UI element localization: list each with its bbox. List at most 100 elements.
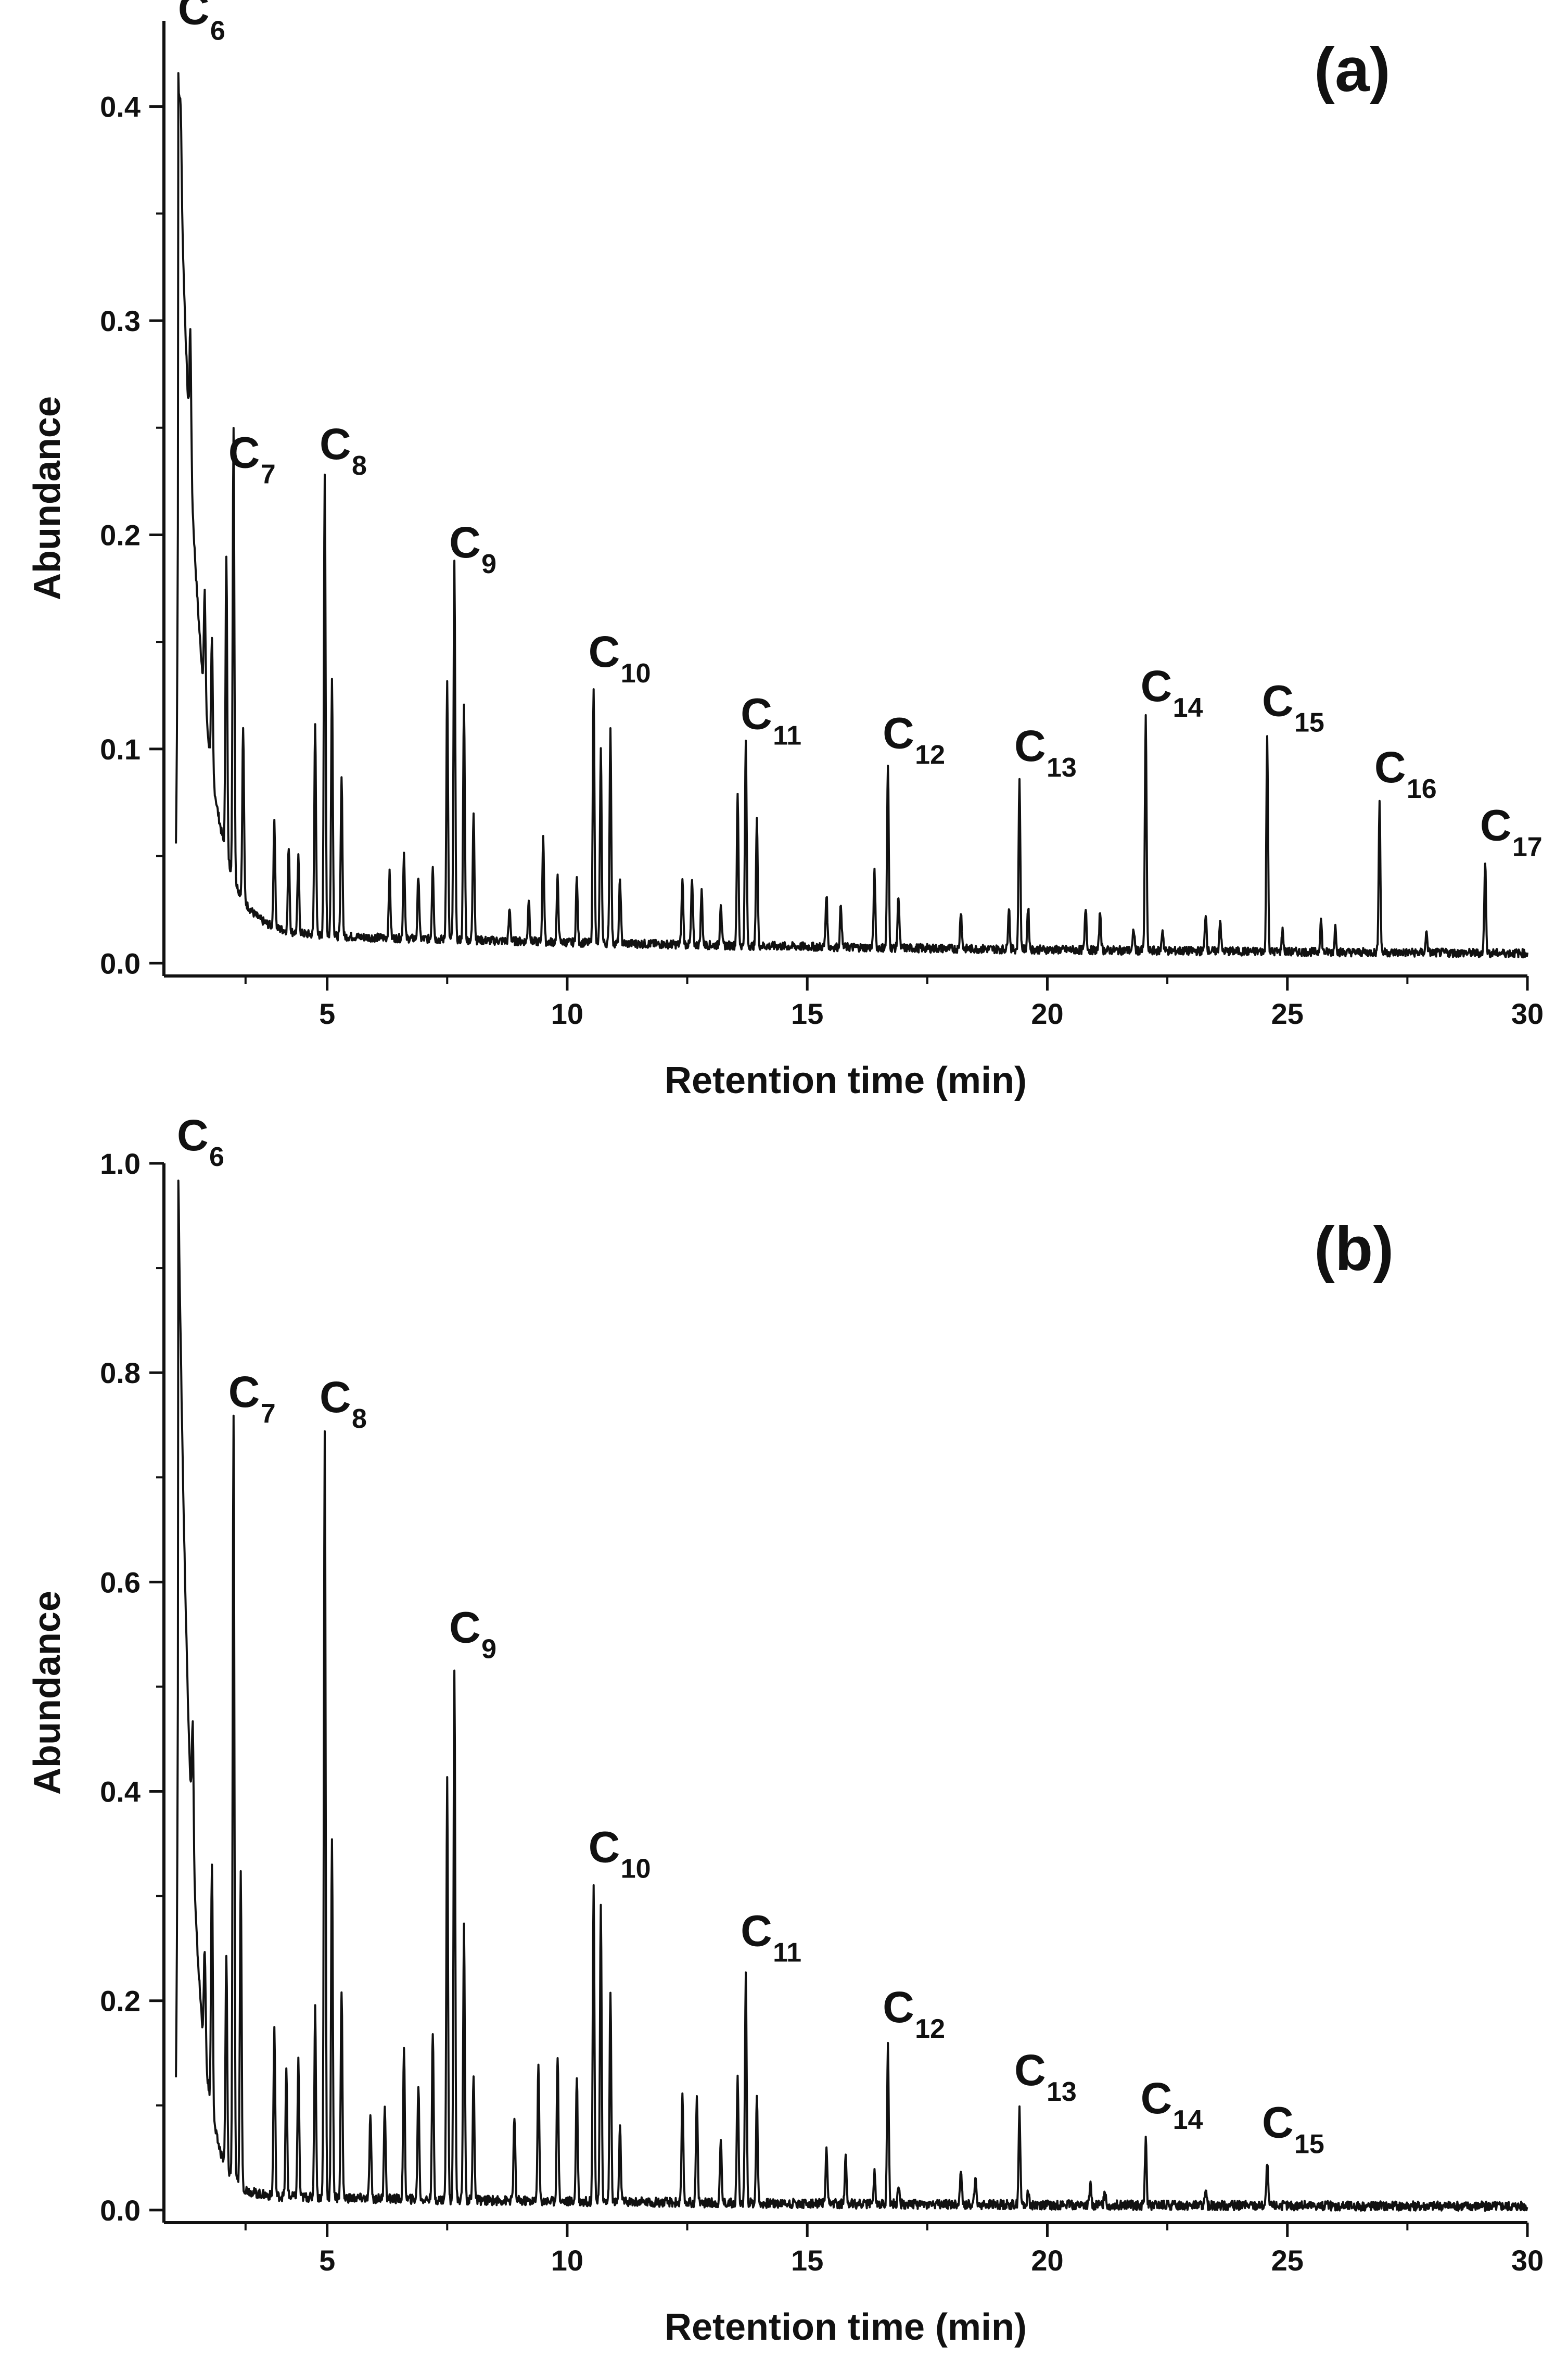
peak-label-letter: C [449,1603,481,1652]
panel-b-x-axis-title: Retention time (min) [665,2306,1027,2348]
panel-b-chromatogram-trace [175,1179,1528,2212]
peak-label-letter: C [320,420,351,468]
panel-a-chromatogram-trace [175,72,1528,959]
peak-label-letter: C [449,518,481,567]
panel-a-x-axis-title: Retention time (min) [665,1060,1027,1101]
peak-label-letter: C [1014,2046,1046,2095]
panel-b-peak-labels: C 6C 7 C 8C 9C 10C 11C 12C 13 C 14 C 15 [177,1111,1324,2159]
peak-label-subscript: 6 [209,1142,224,1172]
peak-label-c13: C 13 [1014,721,1077,783]
peak-label-subscript: 8 [352,451,367,481]
panel-b-y-axis-title: Abundance [27,1591,68,1795]
panel-a-y-tick-label: 0.3 [100,305,141,337]
peak-label-letter: C [228,1367,260,1416]
peak-label-letter: C [1014,721,1046,770]
peak-label-letter: C [589,627,620,676]
peak-label-subscript: 15 [1294,708,1324,738]
peak-label-subscript: 16 [1407,774,1437,804]
peak-label-subscript: 15 [1294,2129,1324,2159]
peak-label-c10: C 10 [589,627,651,689]
peak-label-letter: C [1262,2098,1294,2147]
peak-label-letter: C [1141,2074,1172,2123]
peak-label-subscript: 10 [621,658,651,689]
panel-b-x-tick-label: 10 [551,2244,583,2277]
peak-label-subscript: 8 [352,1404,367,1434]
panel-a-y-tick-label: 0.4 [100,91,141,123]
panel-a-y-axis-title: Abundance [27,396,68,600]
peak-label-subscript: 12 [915,2014,945,2044]
peak-label-subscript: 13 [1047,2077,1077,2107]
panel-b-x-tick-label: 30 [1511,2244,1544,2277]
peak-label-c11: C 11 [741,1906,801,1968]
panel-a-y-tick-label: 0.1 [100,733,141,766]
peak-label-subscript: 14 [1173,693,1203,723]
panel-b-y-tick-label: 0.2 [100,1985,141,2018]
peak-label-c12: C 12 [883,708,945,770]
panel-b-y-tick-label: 0.8 [100,1356,141,1389]
peak-label-letter: C [178,0,210,34]
panel-b-chart: 5 10 15 20 25 300.00.20.40.60.81.0 C 6C 7 C 8C 9C 1… [27,1111,1544,2348]
panel-b-x-tick-label: 15 [791,2244,823,2277]
peak-label-letter: C [320,1373,351,1422]
peak-label-letter: C [1480,801,1512,849]
peak-label-c17: C 17 [1480,801,1542,862]
peak-label-letter: C [1374,743,1406,792]
peak-label-subscript: 17 [1512,832,1542,862]
peak-label-c11: C 11 [741,689,801,751]
peak-label-subscript: 7 [261,1399,276,1429]
peak-label-letter: C [1262,677,1294,726]
peak-label-letter: C [177,1111,209,1160]
panel-b-y-tick-label: 0.0 [100,2194,141,2227]
peak-label-subscript: 14 [1173,2105,1203,2135]
panel-a-x-tick-label: 15 [791,997,823,1030]
panel-b-ticks: 5 10 15 20 25 30 0.0 0.2 0.4 0.6 0.8 1.0 [100,1147,1544,2277]
peak-label-letter: C [228,428,260,477]
peak-label-c10: C 10 [589,1823,651,1884]
peak-label-subscript: 13 [1047,753,1077,783]
peak-label-subscript: 12 [915,740,945,770]
peak-label-subscript: 9 [481,549,496,579]
peak-label-c15: C 15 [1262,2098,1324,2159]
panel-a-y-tick-label: 0.0 [100,947,141,980]
peak-label-subscript: 11 [773,720,801,751]
panel-a-ticks: 5 10 15 20 25 30 0.0 0.1 0.2 0.3 0.4 [100,91,1544,1030]
peak-label-c14: C 14 [1141,2074,1203,2135]
peak-label-letter: C [1141,662,1172,711]
peak-label-subscript: 9 [481,1634,496,1664]
peak-label-subscript: 10 [621,1854,651,1884]
peak-label-subscript: 11 [773,1937,801,1968]
peak-label-letter: C [741,1906,772,1955]
peak-label-letter: C [741,689,772,738]
panel-b-x-tick-label: 5 [319,2244,335,2277]
panel-a-x-tick-label: 30 [1511,997,1544,1030]
peak-label-letter: C [883,708,914,757]
panel-a-chart: 5 10 15 20 25 300.00.10.20.30.4 C 6C 7C 8C 9C 10C 1… [27,0,1544,1101]
panel-b-y-tick-label: 0.6 [100,1566,141,1599]
peak-label-letter: C [883,1983,914,2032]
panel-b-x-tick-label: 25 [1271,2244,1304,2277]
peak-label-c15: C 15 [1262,677,1324,738]
panel-a-x-tick-label: 20 [1031,997,1063,1030]
panel-a-y-tick-label: 0.2 [100,518,141,551]
peak-label-c13: C 13 [1014,2046,1077,2107]
panel-a-peak-labels: C 6C 7C 8C 9C 10C 11 C 12 C 13C 14 C 15C 16C 17 [178,0,1542,862]
peak-label-c14: C 14 [1141,662,1203,723]
panel-b-y-tick-label: 0.4 [100,1775,141,1808]
peak-label-letter: C [589,1823,620,1872]
panel-b-x-tick-label: 20 [1031,2244,1063,2277]
panel-a-label: (a) [1314,35,1391,105]
panel-b-label: (b) [1314,1214,1394,1284]
peak-label-c16: C 16 [1374,743,1437,804]
peak-label-subscript: 6 [210,16,225,46]
panel-a-x-tick-label: 5 [319,997,335,1030]
panel-a-x-tick-label: 10 [551,997,583,1030]
